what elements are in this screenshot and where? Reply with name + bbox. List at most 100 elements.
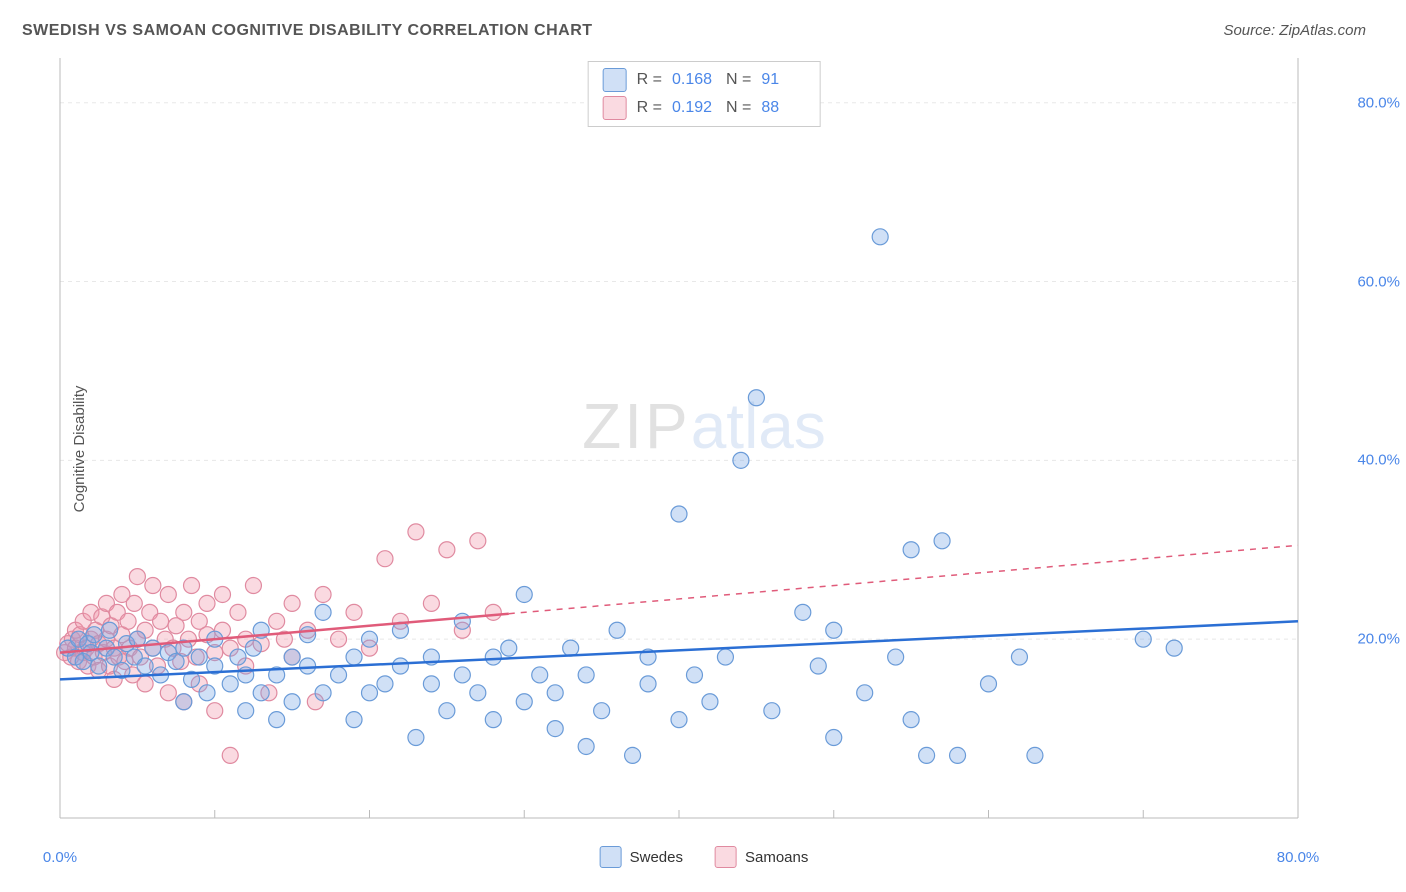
stats-legend-box: R =0.168N =91R =0.192N =88 (588, 61, 821, 127)
plot-area: Cognitive Disability ZIPatlas R =0.168N … (56, 58, 1352, 840)
legend-swatch-swedes (600, 846, 622, 868)
bottom-legend: Swedes Samoans (600, 846, 809, 868)
swedes-point (1166, 640, 1182, 656)
y-axis-label: Cognitive Disability (71, 386, 88, 513)
samoans-point (126, 595, 142, 611)
swedes-point (253, 685, 269, 701)
swedes-point (810, 658, 826, 674)
swedes-point (222, 676, 238, 692)
swedes-point (454, 613, 470, 629)
y-tick-label: 60.0% (1357, 273, 1400, 290)
samoans-point (137, 676, 153, 692)
swedes-point (199, 685, 215, 701)
swedes-point (346, 649, 362, 665)
samoans-point (245, 578, 261, 594)
swedes-point (284, 649, 300, 665)
swedes-point (470, 685, 486, 701)
swedes-point (245, 640, 261, 656)
swedes-point (269, 712, 285, 728)
swedes-point (516, 586, 532, 602)
swedes-point (795, 604, 811, 620)
swedes-point (315, 685, 331, 701)
swedes-point (826, 622, 842, 638)
swedes-point (516, 694, 532, 710)
samoans-point (485, 604, 501, 620)
swedes-point (764, 703, 780, 719)
swedes-point (563, 640, 579, 656)
y-tick-label: 40.0% (1357, 452, 1400, 469)
stats-swatch-swedes (603, 68, 627, 92)
stats-swatch-samoans (603, 96, 627, 120)
x-tick-label: 80.0% (1277, 849, 1320, 866)
swedes-point (331, 667, 347, 683)
stats-row-swedes: R =0.168N =91 (603, 68, 806, 92)
stats-r-value-samoans: 0.192 (672, 99, 716, 117)
samoans-point (331, 631, 347, 647)
samoans-point (222, 747, 238, 763)
swedes-point (888, 649, 904, 665)
swedes-point (238, 703, 254, 719)
samoans-point (470, 533, 486, 549)
swedes-point (191, 649, 207, 665)
stats-n-value-samoans: 88 (761, 99, 805, 117)
swedes-point (857, 685, 873, 701)
swedes-point (392, 658, 408, 674)
swedes-point (702, 694, 718, 710)
legend-label-samoans: Samoans (745, 849, 808, 866)
swedes-point (423, 676, 439, 692)
swedes-point (377, 676, 393, 692)
stats-n-label: N = (726, 99, 751, 117)
y-tick-label: 20.0% (1357, 631, 1400, 648)
swedes-point (86, 627, 102, 643)
samoans-point (160, 685, 176, 701)
swedes-point (439, 703, 455, 719)
swedes-point (826, 730, 842, 746)
samoans-point (439, 542, 455, 558)
legend-swatch-samoans (715, 846, 737, 868)
samoans-point (230, 604, 246, 620)
legend-item-swedes: Swedes (600, 846, 683, 868)
samoans-point (160, 586, 176, 602)
legend-item-samoans: Samoans (715, 846, 808, 868)
y-tick-label: 80.0% (1357, 94, 1400, 111)
swedes-point (532, 667, 548, 683)
samoans-point (377, 551, 393, 567)
samoans-point (315, 586, 331, 602)
samoans-point (207, 703, 223, 719)
swedes-point (578, 667, 594, 683)
swedes-point (408, 730, 424, 746)
swedes-point (625, 747, 641, 763)
swedes-point (1027, 747, 1043, 763)
swedes-point (594, 703, 610, 719)
x-tick-label: 0.0% (43, 849, 77, 866)
swedes-point (315, 604, 331, 620)
swedes-point (547, 721, 563, 737)
swedes-point (640, 676, 656, 692)
samoans-point (176, 604, 192, 620)
stats-r-label: R = (637, 71, 662, 89)
swedes-point (733, 452, 749, 468)
swedes-point (686, 667, 702, 683)
swedes-point (501, 640, 517, 656)
swedes-point (300, 658, 316, 674)
samoans-point (284, 595, 300, 611)
swedes-point (284, 694, 300, 710)
swedes-point (485, 649, 501, 665)
swedes-point (578, 738, 594, 754)
swedes-point (609, 622, 625, 638)
samoans-point (129, 569, 145, 585)
swedes-point (1011, 649, 1027, 665)
scatter-plot-svg (56, 58, 1352, 840)
chart-title: SWEDISH VS SAMOAN COGNITIVE DISABILITY C… (22, 22, 593, 40)
samoans-point (153, 613, 169, 629)
swedes-point (981, 676, 997, 692)
swedes-point (346, 712, 362, 728)
stats-r-label: R = (637, 99, 662, 117)
stats-n-label: N = (726, 71, 751, 89)
samoans-point (214, 586, 230, 602)
swedes-point (872, 229, 888, 245)
swedes-point (176, 694, 192, 710)
samoans-trendline-dashed (509, 545, 1298, 613)
swedes-point (547, 685, 563, 701)
samoans-point (408, 524, 424, 540)
